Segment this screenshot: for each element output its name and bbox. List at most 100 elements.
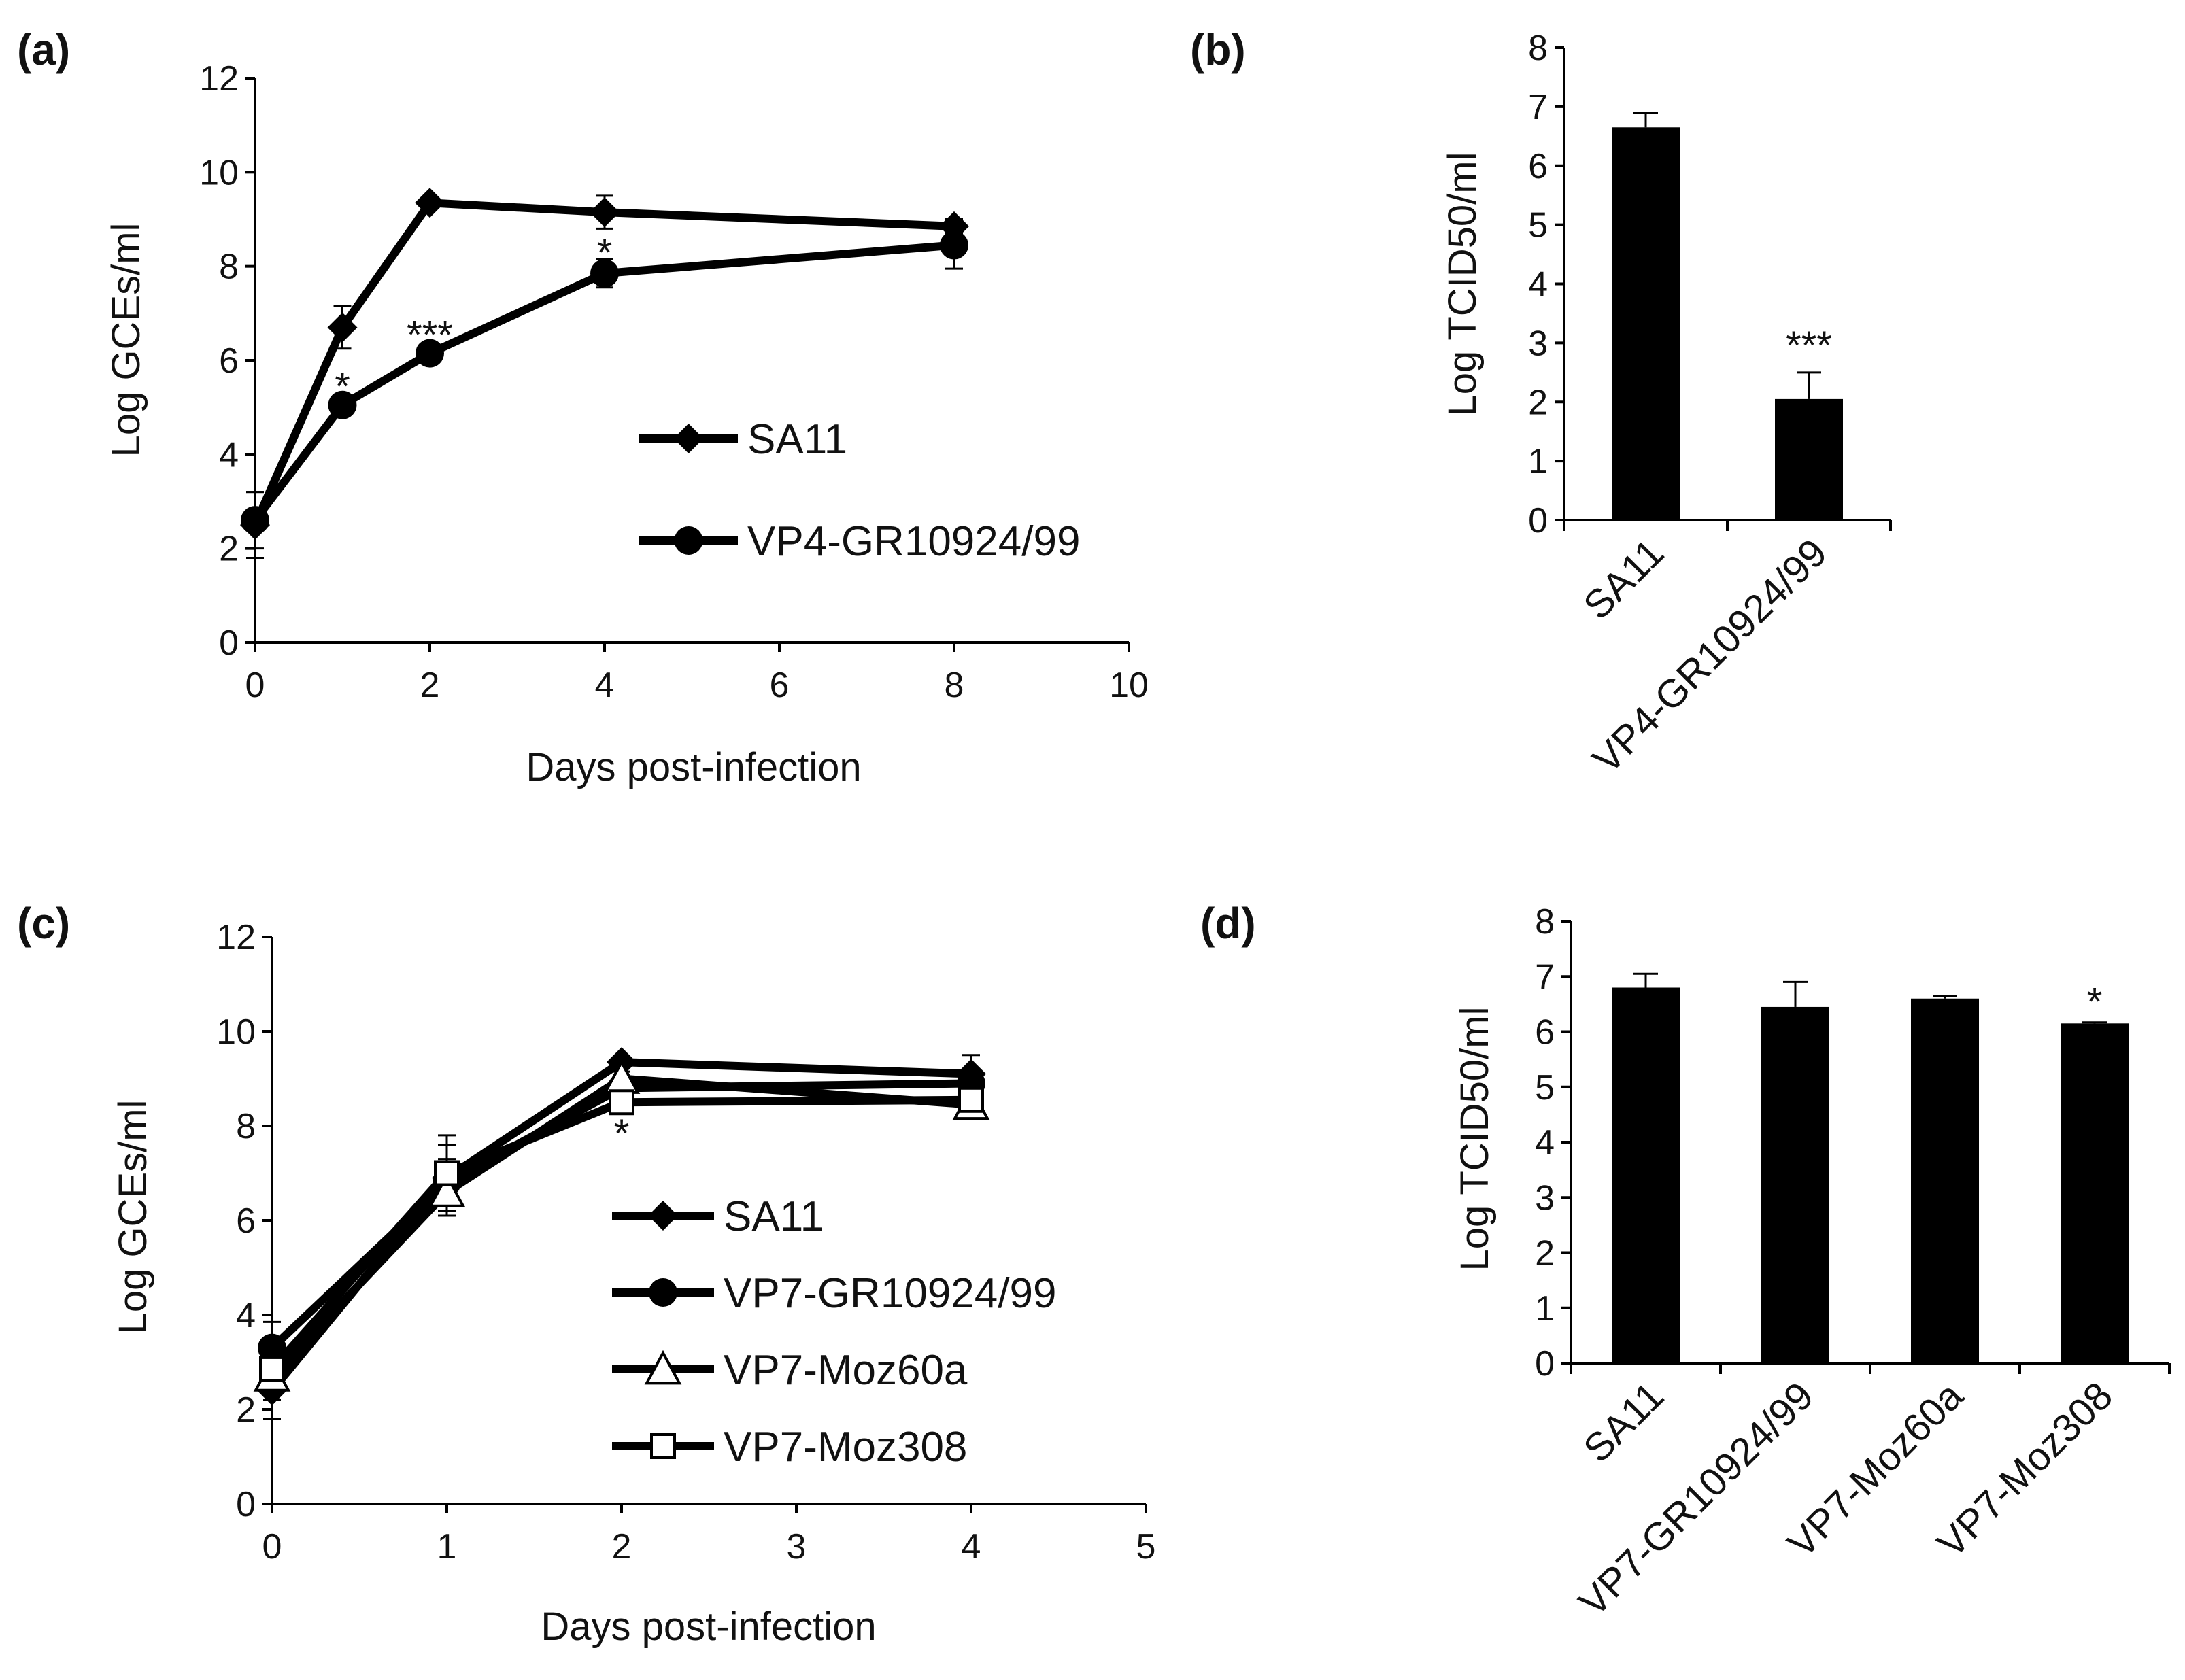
panel-c-lines <box>269 1058 972 1394</box>
panel-a-significance-label: *** <box>407 313 453 358</box>
panel-c-y-axis-title: Log GCEs/ml <box>111 1100 155 1335</box>
panel-d-bar-vp7-moz308 <box>2061 1023 2129 1363</box>
panel-a-x-tick-label: 4 <box>595 666 615 705</box>
panel-b-y-tick-label: 5 <box>1528 206 1548 245</box>
panel-a-y-axis-title: Log GCEs/ml <box>104 223 148 458</box>
panel-a-point-vp4-gr10924-99 <box>328 390 357 419</box>
panel-c-y-tick-label: 12 <box>216 918 256 957</box>
panel-c-y-tick-label: 10 <box>216 1012 256 1052</box>
panel-a-letter: (a) <box>17 25 70 74</box>
panel-d-y-tick-label: 8 <box>1535 902 1555 942</box>
panel-d-bar-vp7-gr10924-99 <box>1761 1006 1829 1363</box>
panel-c-legend-marker-sa11 <box>648 1201 678 1231</box>
panel-a-point-vp4-gr10924-99 <box>416 339 444 368</box>
panel-d-axes: 0 1 2 3 4 5 6 7 8 <box>1535 902 2171 1384</box>
panel-a-legend: SA11 VP4-GR10924/99 <box>639 416 1080 565</box>
panel-a-x-axis-title: Days post-infection <box>526 745 861 789</box>
panel-a-y-tick-label: 4 <box>219 435 239 475</box>
panel-c-legend-marker-vp7-moz60a <box>644 1350 682 1385</box>
panel-a-axes: 0 2 4 6 8 10 12 0 2 4 6 8 10 <box>199 59 1149 705</box>
panel-d-letter: (d) <box>1200 899 1256 948</box>
panel-c-series-line-vp7-moz308 <box>269 1095 972 1372</box>
panel-c-legend-label-vp7-gr10924-99: VP7-GR10924/99 <box>724 1270 1056 1317</box>
panel-d-y-tick-label: 2 <box>1535 1234 1555 1273</box>
panel-d-y-tick-label: 3 <box>1535 1178 1555 1218</box>
panel-c-x-tick-label: 5 <box>1136 1527 1156 1566</box>
panel-b-significance-label: *** <box>1786 324 1832 368</box>
panel-a-legend-marker-sa11 <box>673 424 704 453</box>
panel-a-significance-label: * <box>335 365 350 409</box>
panel-b-category-label-sa11: SA11 <box>1575 530 1672 628</box>
panel-a-x-tick-label: 2 <box>420 666 440 705</box>
panel-c-point-vp7-moz60a <box>428 1173 466 1207</box>
panel-a-x-tick-label: 10 <box>1109 666 1149 705</box>
panel-b-y-tick-label: 4 <box>1528 265 1548 305</box>
panel-a-point-vp4-gr10924-99 <box>241 506 269 535</box>
panel-d: (d) 0 1 2 3 4 5 6 7 8 * SA11VP7-GR10924/99VP7-Mo… <box>1200 899 2171 1625</box>
panel-a-point-sa11 <box>327 312 358 343</box>
panel-a-x-tick-label: 0 <box>245 666 265 705</box>
panel-c-letter: (c) <box>17 899 70 948</box>
panel-c-y-tick-label: 0 <box>236 1485 256 1524</box>
panel-b-y-tick-label: 2 <box>1528 383 1548 422</box>
panel-b-letter: (b) <box>1190 25 1246 74</box>
panel-c-point-vp7-moz308 <box>259 1356 285 1382</box>
panel-c-legend-label-sa11: SA11 <box>724 1193 824 1240</box>
panel-d-y-tick-label: 4 <box>1535 1123 1555 1163</box>
panel-a-x-tick-label: 6 <box>770 666 790 705</box>
panel-d-y-tick-label: 0 <box>1535 1344 1555 1384</box>
panel-b-bars <box>1612 127 1843 520</box>
panel-c-legend-label-vp7-moz308: VP7-Moz308 <box>724 1424 967 1471</box>
panel-d-significance-label: * <box>2087 980 2103 1025</box>
panel-a-y-tick-label: 0 <box>219 623 239 663</box>
panel-a-y-tick-label: 6 <box>219 341 239 381</box>
panel-d-error-bars <box>1633 972 2107 1024</box>
panel-c-x-tick-label: 3 <box>787 1527 807 1566</box>
panel-d-y-tick-label: 5 <box>1535 1068 1555 1108</box>
panel-c-x-axis-title: Days post-infection <box>541 1605 876 1649</box>
panel-a-y-tick-label: 12 <box>199 59 239 99</box>
panel-d-category-label-sa11: SA11 <box>1575 1373 1672 1471</box>
panel-c-annotations: * <box>614 1112 630 1156</box>
panel-c-significance-label: * <box>614 1112 630 1156</box>
panel-b-y-tick-label: 6 <box>1528 147 1548 186</box>
panel-c-legend-marker-vp7-gr10924-99 <box>649 1278 677 1307</box>
panel-b-y-axis-title: Log TCID50/ml <box>1440 152 1485 417</box>
panel-a-markers <box>240 188 969 541</box>
panel-c-point-vp7-gr10924-99 <box>258 1333 286 1362</box>
panel-c-x-tick-label: 0 <box>262 1527 282 1566</box>
panel-a-point-sa11 <box>415 188 445 218</box>
panel-b-y-tick-label: 0 <box>1528 501 1548 541</box>
panel-a-x-tick-label: 8 <box>945 666 964 705</box>
panel-c-legend-marker-vp7-moz308 <box>650 1433 676 1459</box>
panel-a-y-tick-label: 10 <box>199 153 239 192</box>
panel-b-y-tick-label: 7 <box>1528 88 1548 127</box>
panel-b-y-tick-label: 1 <box>1528 442 1548 481</box>
panel-c-point-vp7-moz308 <box>609 1089 634 1116</box>
panel-a-legend-marker-vp4-gr10924-99 <box>674 526 703 555</box>
panel-d-y-tick-label: 6 <box>1535 1013 1555 1052</box>
panel-d-y-tick-label: 7 <box>1535 957 1555 997</box>
panel-b-bar-vp4-gr10924-99 <box>1775 398 1843 520</box>
panel-c-point-vp7-moz308 <box>958 1086 984 1113</box>
panel-c-x-tick-label: 1 <box>437 1527 457 1566</box>
panel-d-y-tick-label: 1 <box>1535 1289 1555 1328</box>
panel-a-point-vp4-gr10924-99 <box>940 230 968 260</box>
panel-a-point-sa11 <box>590 197 620 228</box>
panel-c-y-tick-label: 6 <box>236 1201 256 1241</box>
panel-a-y-tick-label: 8 <box>219 247 239 287</box>
panel-a-significance-label: * <box>597 230 613 275</box>
panel-a-y-tick-label: 2 <box>219 530 239 569</box>
panel-c-x-tick-label: 2 <box>612 1527 632 1566</box>
panel-b-y-tick-label: 8 <box>1528 29 1548 68</box>
panel-c-point-vp7-moz308 <box>434 1160 460 1186</box>
panel-c-x-tick-label: 4 <box>962 1527 981 1566</box>
panel-b-y-tick-label: 3 <box>1528 324 1548 363</box>
panel-c-y-tick-label: 4 <box>236 1296 256 1335</box>
panel-c-y-tick-label: 8 <box>236 1107 256 1146</box>
